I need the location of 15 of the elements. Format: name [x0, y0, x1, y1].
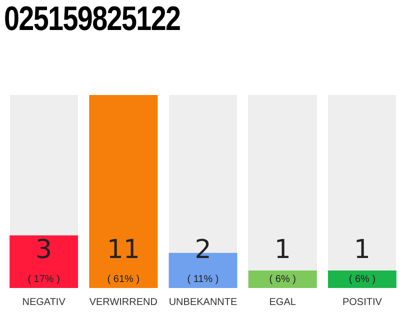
x-tick-label: POSITIV — [342, 296, 382, 308]
data-label: 1 — [354, 235, 370, 265]
annotation: ( 17% ) — [28, 274, 60, 285]
data-label: 11 — [106, 235, 140, 265]
x-tick-label: NEGATIV — [22, 296, 66, 308]
data-label: 3 — [36, 235, 52, 265]
annotation: ( 6% ) — [348, 274, 376, 285]
x-tick-label: VERWIRREND — [89, 296, 158, 308]
data-label: 1 — [274, 235, 291, 265]
x-tick-label: UNBEKANNTE — [168, 296, 238, 308]
x-tick-label: EGAL — [269, 296, 296, 308]
annotation: ( 61% ) — [107, 274, 140, 285]
annotation: ( 6% ) — [269, 274, 296, 285]
chart-title: 025159825122 — [4, 0, 180, 39]
annotation: ( 11% ) — [187, 274, 219, 285]
